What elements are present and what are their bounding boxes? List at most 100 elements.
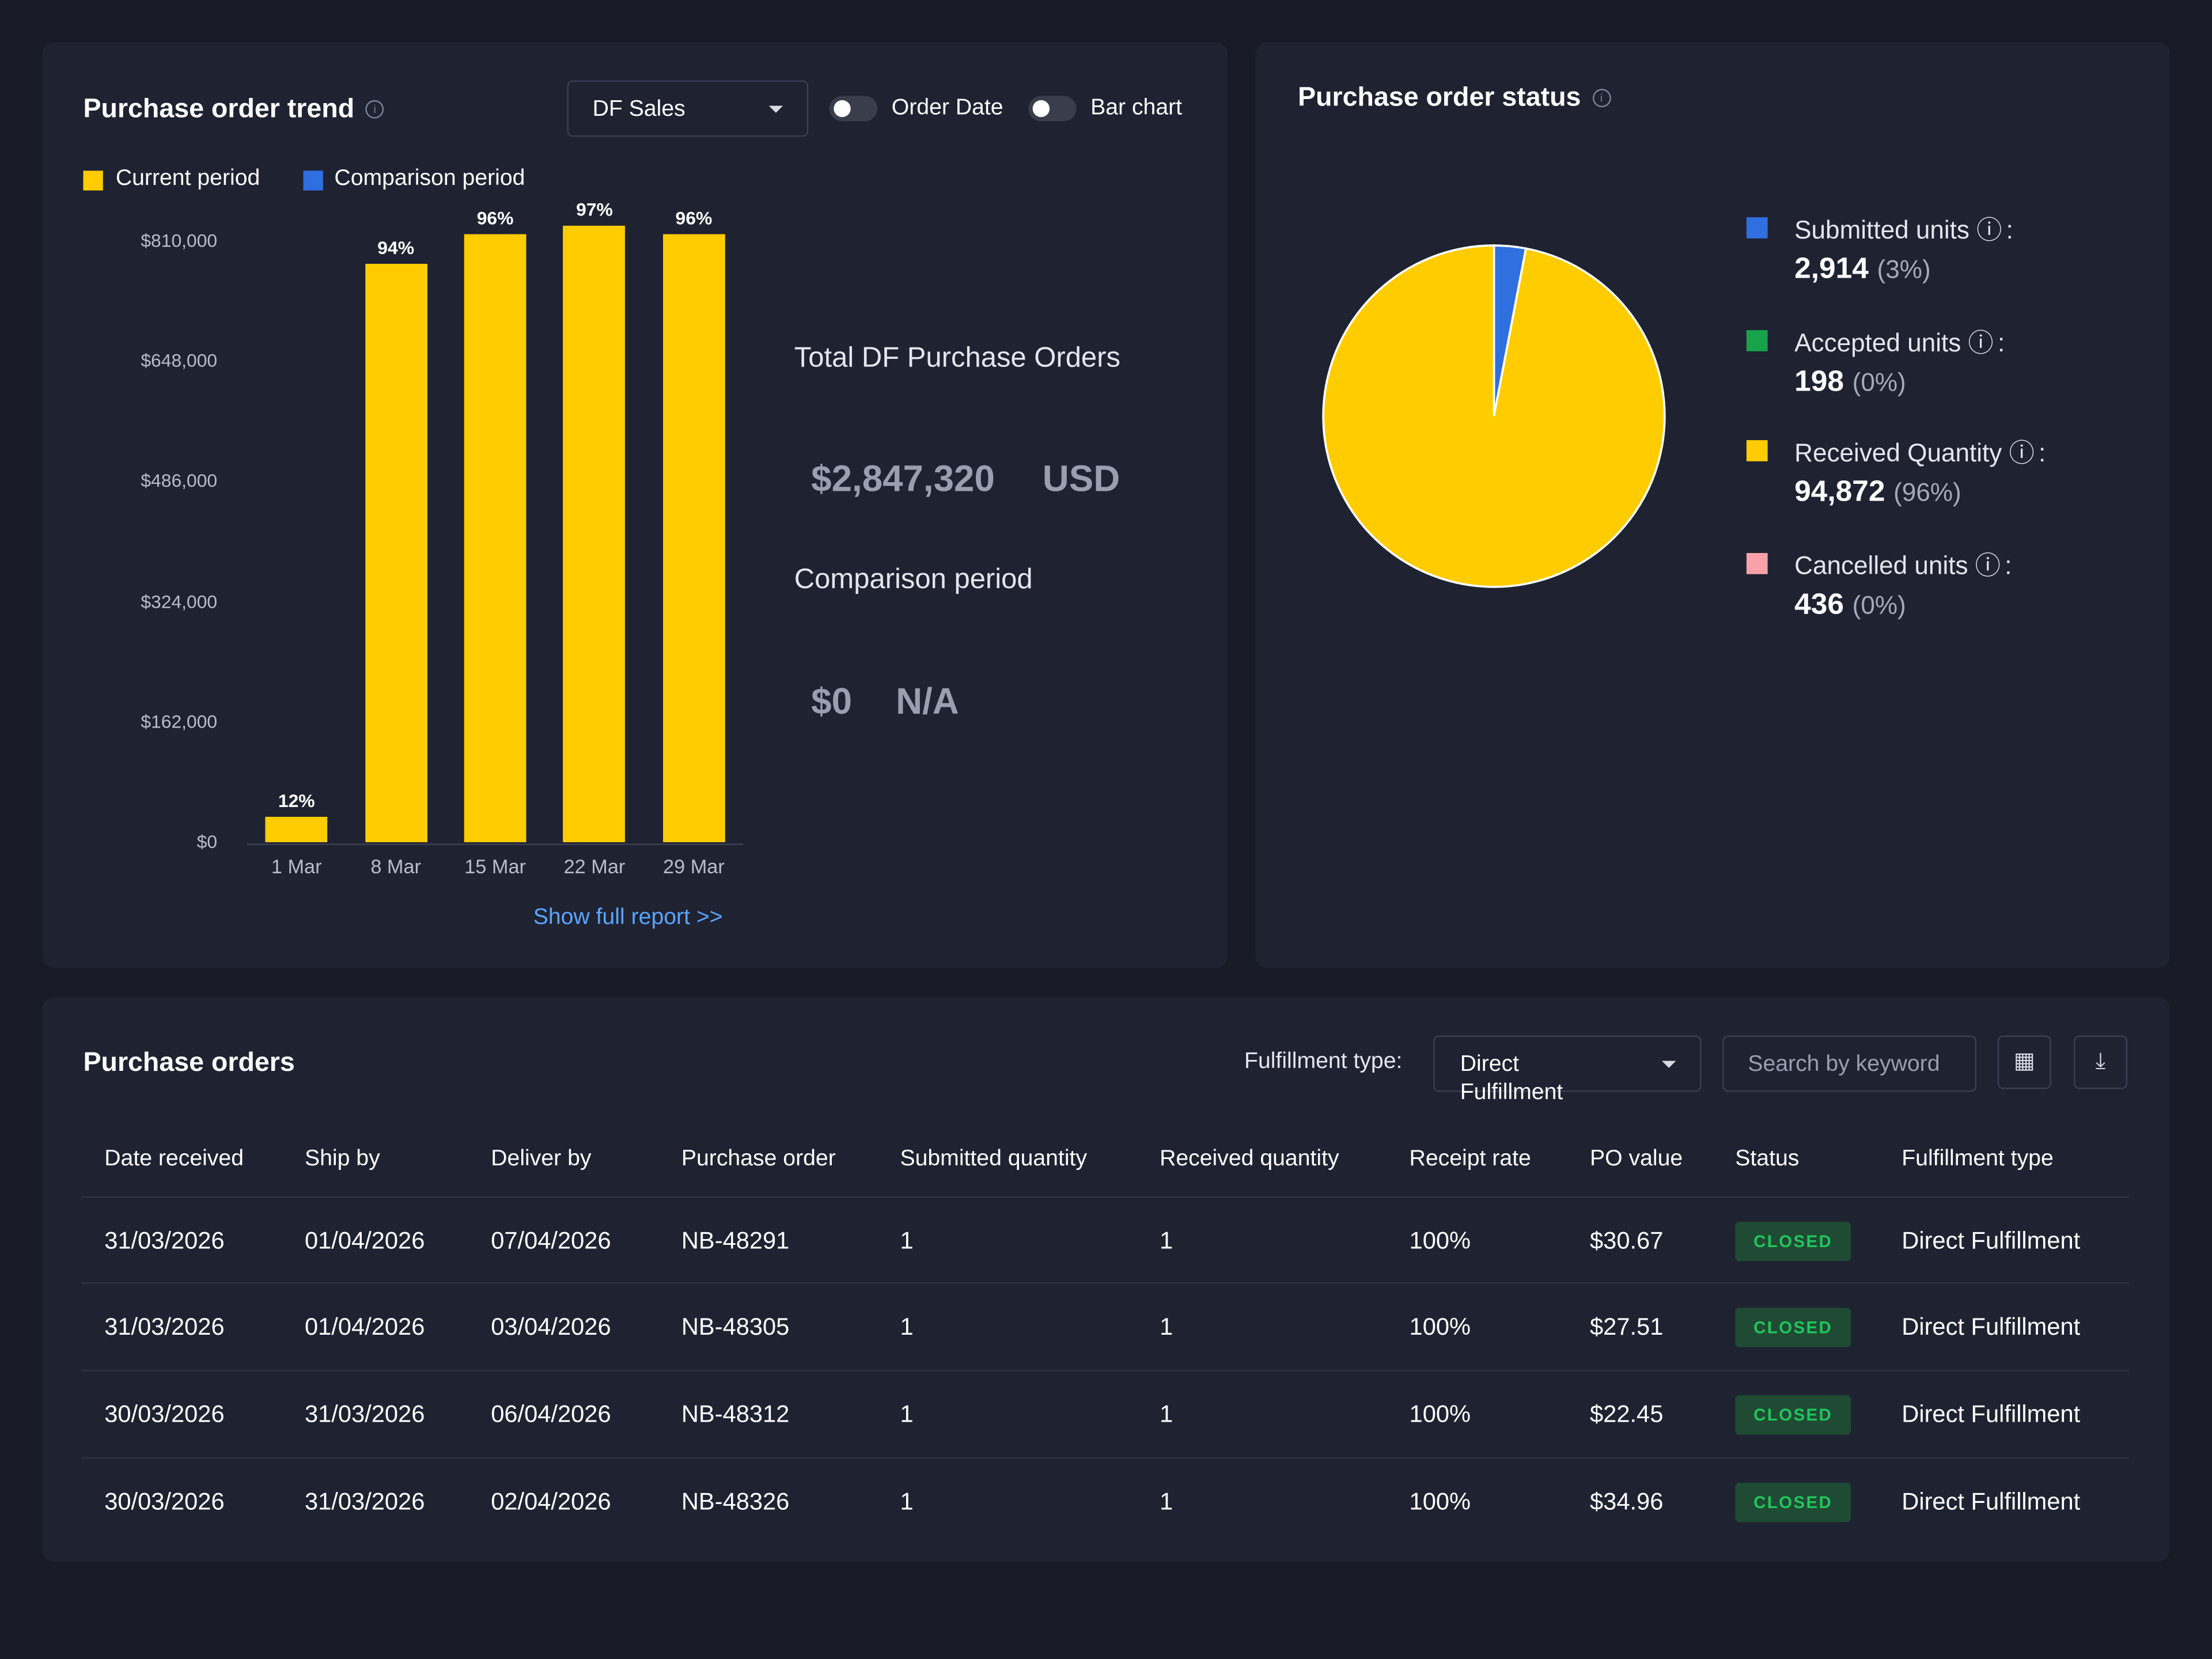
table-cell: Direct Fulfillment <box>1902 1488 2081 1516</box>
bar-data-label: 94% <box>377 236 415 258</box>
table-cell: $27.51 <box>1590 1313 1664 1340</box>
total-po-currency: USD <box>1042 457 1120 499</box>
status-percent: (3%) <box>1877 255 1931 284</box>
status-value-number: 436 <box>1794 588 1844 621</box>
table-cell: 1 <box>1160 1313 1173 1340</box>
x-tick-label: 8 Mar <box>370 855 421 878</box>
download-icon[interactable]: ⤓ <box>2074 1035 2128 1089</box>
status-swatch <box>1746 330 1768 351</box>
table-row[interactable]: 30/03/2026 31/03/2026 02/04/2026 NB-48326 1 1… <box>82 1457 2129 1545</box>
column-header[interactable]: Fulfillment type <box>1902 1147 2054 1171</box>
search-input[interactable]: Search by keyword <box>1722 1035 1977 1092</box>
column-header[interactable]: Received quantity <box>1160 1147 1339 1171</box>
purchase-order-status-panel: Purchase order status i Submitted units ⓘ:… <box>1255 42 2170 968</box>
y-tick-label: $162,000 <box>141 710 218 732</box>
status-title: Purchase order status i <box>1298 83 1611 114</box>
column-header[interactable]: Date received <box>104 1147 244 1171</box>
info-icon[interactable]: ⓘ <box>1975 551 2001 580</box>
table-cell: 1 <box>1160 1488 1173 1516</box>
trend-bar-chart: $0 $162,000 $324,000 $486,000 $648,000 $810,0… <box>42 42 775 888</box>
legend-comparison-swatch <box>303 171 323 191</box>
purchase-order-trend-panel: Purchase order trend i DF Sales Order Dat… <box>42 42 1228 968</box>
x-tick-label: 29 Mar <box>663 855 725 878</box>
table-row[interactable]: 31/03/2026 01/04/2026 03/04/2026 NB-48305 1 1… <box>82 1282 2129 1370</box>
status-badge: CLOSED <box>1735 1308 1851 1347</box>
show-full-report-link[interactable]: Show full report >> <box>533 906 723 930</box>
status-colon: : <box>2006 215 2013 244</box>
pie-slice-received-quantity[interactable] <box>1322 244 1666 588</box>
total-po-value: $2,847,320 <box>811 457 995 499</box>
bar-8-mar[interactable] <box>365 263 427 843</box>
bar-1-mar[interactable] <box>265 817 328 843</box>
info-icon[interactable]: ⓘ <box>1976 215 2002 244</box>
bar-chart-toggle[interactable] <box>1028 96 1077 122</box>
bar-22-mar[interactable] <box>563 226 626 843</box>
table-cell: 100% <box>1409 1488 1471 1516</box>
table-cell[interactable]: NB-48312 <box>681 1400 790 1428</box>
x-tick-label: 1 Mar <box>271 855 322 878</box>
y-tick-label: $486,000 <box>141 470 218 492</box>
status-badge: CLOSED <box>1735 1395 1851 1435</box>
status-label: Submitted units ⓘ: <box>1794 210 2013 247</box>
column-header[interactable]: Receipt rate <box>1409 1147 1531 1171</box>
chevron-down-icon <box>1661 1060 1676 1068</box>
y-tick-label: $0 <box>196 831 218 853</box>
status-value: 436 (0%) <box>1794 588 1906 622</box>
status-badge: CLOSED <box>1735 1221 1851 1262</box>
fulfillment-type-dropdown[interactable]: Direct Fulfillment <box>1433 1035 1702 1105</box>
columns-icon[interactable]: ▦ <box>1997 1035 2051 1089</box>
trend-title-text: Purchase order trend <box>83 94 355 124</box>
x-axis-line <box>247 843 744 845</box>
bar-15-mar[interactable] <box>464 233 527 843</box>
status-label-text: Accepted units <box>1794 328 1961 357</box>
table-row[interactable]: 31/03/2026 01/04/2026 07/04/2026 NB-48291 1 1… <box>82 1196 2129 1284</box>
table-cell: Direct Fulfillment <box>1902 1313 2081 1340</box>
bar-29-mar[interactable] <box>662 233 725 843</box>
y-tick-label: $810,000 <box>141 230 218 251</box>
table-cell[interactable]: NB-48291 <box>681 1227 790 1255</box>
table-cell: 100% <box>1409 1313 1471 1340</box>
bar-data-label: 96% <box>476 207 514 229</box>
status-value: 94,872 (96%) <box>1794 475 1961 509</box>
table-cell: 100% <box>1409 1227 1471 1255</box>
column-header[interactable]: Ship by <box>304 1147 380 1171</box>
info-icon[interactable]: ⓘ <box>1968 328 1994 357</box>
table-cell[interactable]: NB-48305 <box>681 1313 790 1340</box>
status-swatch <box>1746 553 1768 574</box>
table-cell: 1 <box>900 1313 914 1340</box>
sales-type-dropdown-value: DF Sales <box>592 97 685 122</box>
table-cell: 06/04/2026 <box>491 1400 611 1428</box>
status-value-number: 94,872 <box>1794 475 1885 508</box>
status-colon: : <box>1997 328 2005 357</box>
x-tick-label: 15 Mar <box>464 855 526 878</box>
y-tick-label: $648,000 <box>141 350 218 372</box>
status-label-text: Received Quantity <box>1794 438 2002 467</box>
order-date-toggle[interactable] <box>830 96 878 122</box>
table-cell: 30/03/2026 <box>104 1488 225 1516</box>
legend-current-swatch <box>83 171 103 191</box>
info-icon[interactable]: ⓘ <box>2009 438 2035 467</box>
status-percent: (96%) <box>1893 478 1961 507</box>
legend-comparison-label: Comparison period <box>334 166 525 191</box>
column-header[interactable]: Purchase order <box>681 1147 836 1171</box>
table-cell[interactable]: NB-48326 <box>681 1488 790 1516</box>
column-header[interactable]: Submitted quantity <box>900 1147 1088 1171</box>
status-colon: : <box>2005 551 2012 580</box>
info-icon[interactable]: i <box>365 101 384 119</box>
table-row[interactable]: 30/03/2026 31/03/2026 06/04/2026 NB-48312 1 1… <box>82 1369 2129 1457</box>
sales-type-dropdown[interactable]: DF Sales <box>567 80 809 137</box>
status-value: 198 (0%) <box>1794 365 1906 399</box>
table-cell: 1 <box>1160 1227 1173 1255</box>
info-icon[interactable]: i <box>1592 89 1611 108</box>
table-cell: Direct Fulfillment <box>1902 1400 2081 1428</box>
status-swatch <box>1746 217 1768 238</box>
column-header[interactable]: PO value <box>1590 1147 1683 1171</box>
column-header[interactable]: Deliver by <box>491 1147 592 1171</box>
status-value: 2,914 (3%) <box>1794 252 1931 286</box>
search-placeholder: Search by keyword <box>1748 1052 1940 1077</box>
status-label: Cancelled units ⓘ: <box>1794 546 2012 583</box>
column-header[interactable]: Status <box>1735 1147 1800 1171</box>
x-tick-label: 22 Mar <box>563 855 626 878</box>
status-label-text: Cancelled units <box>1794 551 1968 580</box>
toggle-knob <box>834 100 851 118</box>
